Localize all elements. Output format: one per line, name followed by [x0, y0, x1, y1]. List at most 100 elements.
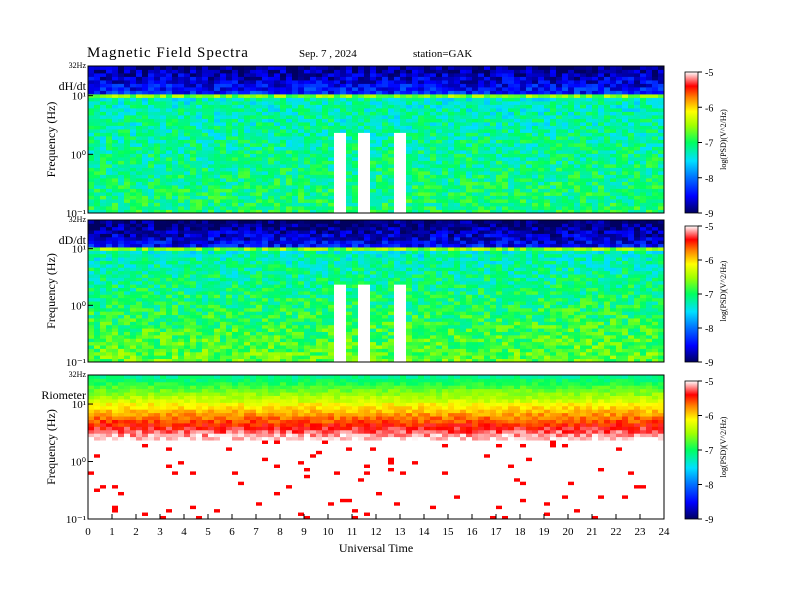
spectrogram-cell — [478, 83, 485, 88]
spectrogram-cell — [148, 202, 155, 207]
spectrogram-cell — [202, 181, 209, 186]
spectrogram-cell — [580, 167, 587, 172]
spectrogram-cell — [112, 260, 119, 265]
spectrogram-cell — [454, 209, 461, 214]
spectrogram-cell — [604, 202, 611, 207]
spectrogram-cell — [610, 101, 617, 105]
spectrogram-cell — [568, 143, 575, 147]
spectrogram-cell — [304, 101, 311, 105]
spectrogram-cell — [166, 311, 173, 316]
spectrogram-cell — [616, 111, 623, 116]
spectrogram-cell — [142, 139, 149, 144]
spectrogram-cell — [400, 73, 407, 77]
spectrogram-cell — [280, 167, 287, 172]
spectrogram-cell — [100, 73, 107, 77]
spectrogram-cell — [532, 181, 539, 186]
spectrogram-cell — [388, 139, 395, 144]
spectrogram-cell — [214, 129, 221, 133]
spectrogram-cell — [142, 318, 149, 322]
spectrogram-cell — [556, 69, 563, 74]
spectrogram-cell — [124, 311, 131, 316]
spectrogram-cell — [88, 314, 95, 319]
spectrogram-cell — [286, 118, 293, 123]
spectrogram-cell — [394, 164, 401, 168]
spectrogram-cell — [142, 174, 149, 179]
spectrogram-cell — [292, 206, 299, 210]
spectrogram-cell — [502, 136, 509, 140]
spectrogram-cell — [364, 199, 371, 203]
spectrogram-cell — [130, 240, 137, 245]
spectrogram-cell — [88, 157, 95, 161]
spectrogram-cell — [532, 206, 539, 210]
spectrogram-cell — [418, 150, 425, 154]
spectrogram-cell — [184, 301, 191, 305]
spectrogram-cell — [394, 146, 401, 151]
spectrogram-cell — [112, 157, 119, 161]
spectrogram-cell — [268, 209, 275, 214]
spectrogram-cell — [442, 150, 449, 154]
spectrogram-cell — [436, 122, 443, 126]
spectrogram-cell — [88, 311, 95, 316]
spectrogram-cell — [256, 80, 263, 84]
spectrogram-cell — [142, 331, 149, 336]
spectrogram-cell — [226, 108, 233, 112]
spectrogram-cell — [148, 321, 155, 326]
spectrogram-cell — [544, 115, 551, 119]
spectrogram-cell — [112, 160, 119, 165]
spectrogram-cell — [274, 157, 281, 161]
spectrogram-cell — [88, 192, 95, 196]
spectrogram-cell — [184, 250, 191, 255]
spectrogram-cell — [190, 233, 197, 238]
spectrogram-cell — [316, 157, 323, 161]
spectrogram-cell — [88, 160, 95, 165]
spectrogram-cell — [412, 111, 419, 116]
spectrogram-cell — [112, 143, 119, 147]
spectrogram-cell — [526, 125, 533, 130]
spectrogram-cell — [118, 280, 125, 285]
spectrogram-cell — [490, 171, 497, 175]
spectrogram-cell — [208, 311, 215, 316]
spectrogram-cell — [130, 250, 137, 255]
spectrogram-cell — [526, 206, 533, 210]
spectrogram-cell — [298, 73, 305, 77]
spectrogram-cell — [490, 185, 497, 189]
spectrogram-cell — [532, 209, 539, 214]
spectrogram-cell — [274, 83, 281, 88]
spectrogram-cell — [406, 69, 413, 74]
spectrogram-cell — [466, 125, 473, 130]
spectrogram-cell — [520, 125, 527, 130]
spectrogram-cell — [106, 206, 113, 210]
spectrogram-cell — [136, 257, 143, 261]
spectrogram-cell — [94, 341, 101, 346]
spectrogram-cell — [262, 143, 269, 147]
spectrogram-cell — [148, 233, 155, 238]
spectrogram-cell — [208, 122, 215, 126]
spectrogram-cell — [220, 104, 227, 109]
spectrogram-cell — [472, 73, 479, 77]
spectrogram-cell — [148, 294, 155, 299]
spectrogram-cell — [160, 243, 167, 248]
spectrogram-cell — [394, 202, 401, 207]
spectrogram-cell — [154, 263, 161, 268]
spectrogram-cell — [304, 143, 311, 147]
spectrogram-cell — [166, 294, 173, 299]
spectrogram-cell — [652, 101, 659, 105]
spectrogram-cell — [268, 206, 275, 210]
spectrogram-cell — [304, 122, 311, 126]
spectrogram-cell — [160, 236, 167, 241]
spectrogram-cell — [298, 129, 305, 133]
spectrogram-cell — [496, 181, 503, 186]
spectrogram-cell — [142, 104, 149, 109]
spectrogram-cell — [568, 206, 575, 210]
spectrogram-cell — [460, 108, 467, 112]
spectrogram-cell — [388, 181, 395, 186]
spectrogram-cell — [244, 90, 251, 95]
spectrogram-cell — [256, 202, 263, 207]
spectrogram-cell — [466, 185, 473, 189]
spectrogram-cell — [112, 287, 119, 292]
spectrogram-cell — [430, 122, 437, 126]
spectrogram-cell — [238, 153, 245, 158]
spectrogram-cell — [184, 233, 191, 238]
spectrogram-cell — [598, 129, 605, 133]
spectrogram-cell — [154, 307, 161, 312]
